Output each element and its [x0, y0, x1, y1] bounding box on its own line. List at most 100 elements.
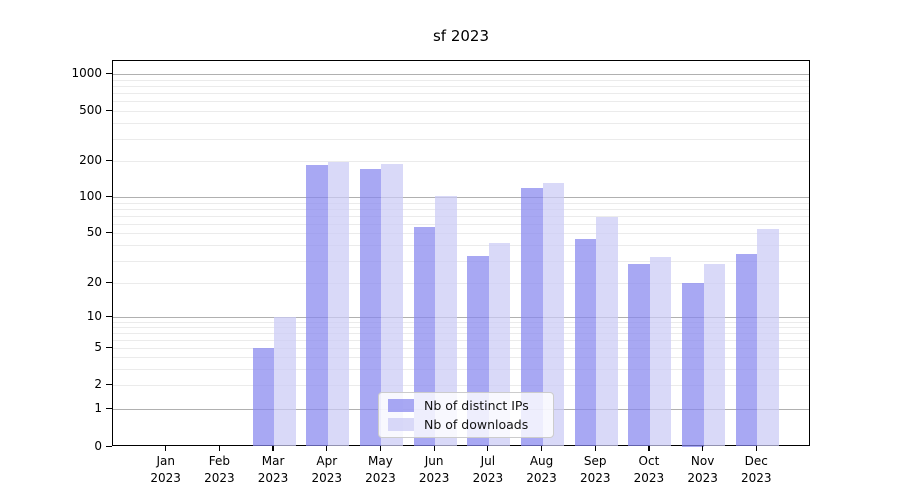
x-tick-label: Aug 2023 [500, 453, 584, 487]
x-tick-label: Sep 2023 [553, 453, 637, 487]
bar-distinct-ips-mar-2023 [252, 348, 275, 447]
y-tick-label: 200 [79, 153, 102, 168]
legend-label: Nb of downloads [424, 417, 529, 432]
x-tick-mark [540, 446, 543, 451]
minor-gridline [113, 79, 809, 81]
minor-gridline [113, 111, 809, 113]
y-tick-label: 0 [94, 438, 102, 453]
bar-distinct-ips-dec-2023 [735, 254, 758, 447]
minor-gridline [113, 385, 809, 387]
x-tick-label: Oct 2023 [607, 453, 691, 487]
bar-distinct-ips-apr-2023 [306, 164, 328, 447]
chart-title: sf 2023 [432, 27, 490, 45]
legend: Nb of distinct IPs Nb of downloads [378, 392, 554, 438]
x-tick-label: Mar 2023 [231, 453, 315, 487]
major-gridline [113, 73, 809, 75]
x-tick-year: 2023 [687, 471, 718, 485]
x-tick-month: May [368, 454, 393, 468]
y-tick-label: 50 [86, 225, 102, 240]
x-tick-label: Dec 2023 [714, 453, 798, 487]
y-tick-label: 10 [86, 308, 102, 323]
major-gridline [113, 197, 809, 199]
legend-label: Nb of distinct IPs [424, 398, 529, 413]
y-tick-mark [106, 315, 112, 317]
y-tick-mark [106, 110, 112, 112]
x-tick-year: 2023 [418, 471, 450, 485]
x-tick-mark [218, 446, 220, 451]
x-tick-mark [594, 446, 596, 451]
minor-gridline [113, 202, 809, 204]
bar-distinct-ips-jun-2023 [413, 227, 436, 447]
y-tick-mark [106, 72, 112, 74]
bar-downloads-nov-2023 [703, 264, 726, 447]
x-tick-mark [326, 446, 328, 451]
x-tick-label: Nov 2023 [661, 453, 745, 487]
bar-downloads-oct-2023 [649, 257, 672, 447]
minor-gridline [113, 223, 809, 225]
x-tick-mark [702, 446, 704, 451]
y-tick-mark [106, 347, 112, 349]
bar-downloads-mar-2023 [274, 316, 296, 447]
x-tick-label: May 2023 [338, 453, 422, 487]
minor-gridline [113, 357, 809, 359]
bar-distinct-ips-oct-2023 [628, 264, 650, 447]
minor-gridline [113, 139, 809, 141]
legend-entry: Nb of distinct IPs [388, 398, 544, 413]
legend-entry: Nb of downloads [388, 417, 544, 432]
bar-distinct-ips-sep-2023 [574, 238, 597, 447]
minor-gridline [113, 161, 809, 163]
x-tick-mark [433, 446, 435, 451]
major-gridline [113, 316, 809, 318]
x-tick-year: 2023 [365, 471, 396, 485]
y-tick-label: 500 [79, 103, 102, 118]
plot-area [112, 60, 810, 447]
x-tick-mark [487, 446, 489, 451]
y-tick-mark [106, 407, 112, 409]
bar-downloads-apr-2023 [327, 162, 350, 447]
minor-gridline [113, 282, 809, 284]
x-tick-year: 2023 [579, 471, 611, 485]
y-tick-mark [106, 445, 112, 447]
x-tick-month: Dec [744, 454, 768, 468]
minor-gridline [113, 93, 809, 95]
x-tick-month: Aug [529, 454, 554, 468]
x-tick-month: Sep [583, 454, 607, 468]
y-tick-label: 2 [94, 377, 102, 392]
x-tick-month: Jul [480, 454, 496, 468]
minor-gridline [113, 321, 809, 323]
minor-gridline [113, 123, 809, 125]
y-tick-label: 5 [94, 340, 102, 355]
x-tick-month: Jan [156, 454, 175, 468]
x-tick-month: Oct [638, 454, 660, 468]
bar-downloads-dec-2023 [757, 229, 779, 447]
bar-distinct-ips-nov-2023 [682, 282, 704, 447]
bar-distinct-ips-may-2023 [359, 169, 382, 447]
y-tick-label: 1 [94, 400, 102, 415]
bar-downloads-may-2023 [381, 163, 403, 447]
bar-downloads-jun-2023 [435, 196, 457, 447]
x-tick-year: 2023 [526, 471, 557, 485]
x-tick-year: 2023 [257, 471, 289, 485]
x-tick-label: Jan 2023 [124, 453, 208, 487]
x-tick-label: Feb 2023 [177, 453, 261, 487]
minor-gridline [113, 233, 809, 235]
legend-swatch [388, 418, 414, 431]
y-tick-mark [106, 232, 112, 234]
minor-gridline [113, 208, 809, 210]
x-tick-mark [165, 446, 167, 451]
x-tick-month: Nov [690, 454, 715, 468]
x-tick-year: 2023 [311, 471, 343, 485]
y-tick-label: 20 [86, 274, 102, 289]
bar-downloads-aug-2023 [542, 182, 565, 447]
minor-gridline [113, 215, 809, 217]
x-tick-mark [272, 446, 274, 451]
x-tick-month: Feb [208, 454, 230, 468]
legend-swatch [388, 399, 414, 412]
minor-gridline [113, 326, 809, 328]
x-tick-year: 2023 [472, 471, 504, 485]
y-tick-label: 1000 [71, 65, 102, 80]
minor-gridline [113, 340, 809, 341]
x-tick-mark [755, 446, 757, 451]
x-tick-mark [379, 446, 382, 451]
